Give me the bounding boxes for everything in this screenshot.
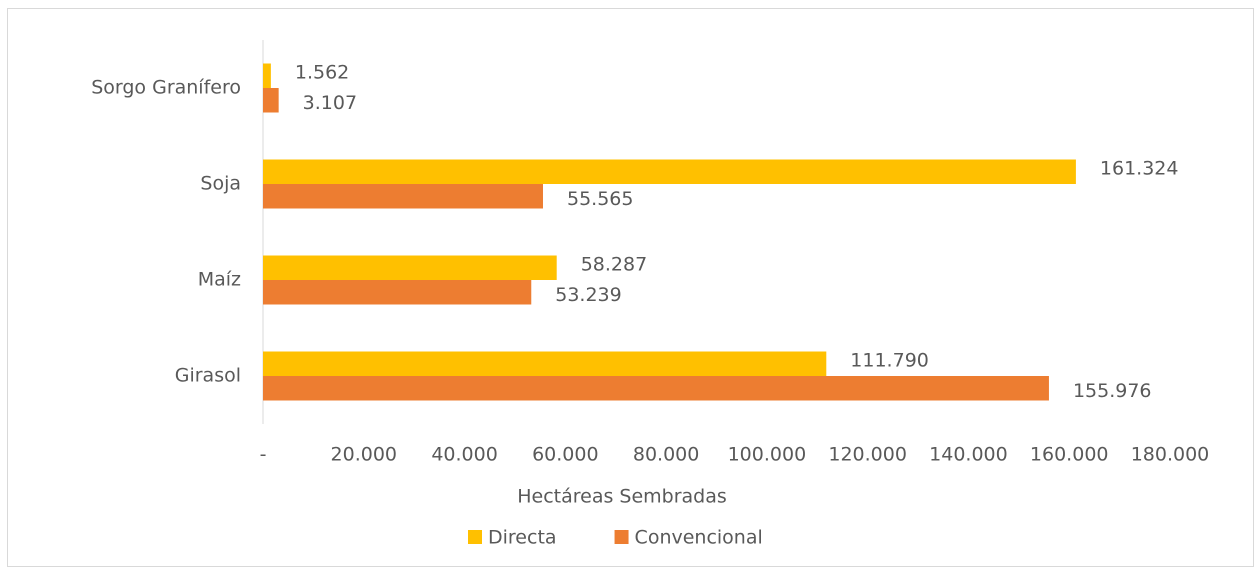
x-tick-label: 60.000 bbox=[532, 444, 598, 466]
data-label: 55.565 bbox=[567, 188, 633, 210]
data-label: 111.790 bbox=[850, 349, 929, 371]
data-label: 161.324 bbox=[1100, 157, 1179, 179]
legend-label: Directa bbox=[488, 527, 557, 549]
data-label: 58.287 bbox=[581, 253, 647, 275]
x-tick-label: 80.000 bbox=[633, 444, 699, 466]
x-tick-label: 40.000 bbox=[431, 444, 497, 466]
x-axis-title: Hectáreas Sembradas bbox=[517, 486, 727, 508]
data-label: 155.976 bbox=[1073, 380, 1152, 402]
bar bbox=[263, 376, 1049, 401]
x-tick-label: 20.000 bbox=[331, 444, 397, 466]
data-label: 3.107 bbox=[303, 92, 357, 114]
y-tick-label: Girasol bbox=[175, 365, 241, 387]
bar bbox=[263, 351, 827, 376]
bar bbox=[263, 63, 271, 88]
x-tick-label: 180.000 bbox=[1131, 444, 1210, 466]
legend-swatch bbox=[468, 530, 482, 544]
data-label: 1.562 bbox=[295, 61, 349, 83]
x-tick-label: 160.000 bbox=[1030, 444, 1109, 466]
y-tick-label: Maíz bbox=[198, 269, 241, 291]
chart-border bbox=[7, 8, 1254, 567]
x-tick-label: 120.000 bbox=[828, 444, 907, 466]
bar bbox=[263, 88, 279, 113]
bar bbox=[263, 159, 1076, 184]
x-tick-label: - bbox=[260, 444, 267, 466]
legend-swatch bbox=[614, 530, 629, 544]
bar bbox=[263, 255, 557, 280]
x-tick-label: 140.000 bbox=[929, 444, 1008, 466]
y-tick-label: Soja bbox=[200, 173, 241, 195]
x-tick-label: 100.000 bbox=[728, 444, 807, 466]
bar bbox=[263, 184, 543, 209]
data-label: 53.239 bbox=[555, 284, 621, 306]
y-tick-label: Sorgo Granífero bbox=[91, 77, 241, 99]
legend-label: Convencional bbox=[635, 527, 763, 549]
bar bbox=[263, 280, 532, 305]
